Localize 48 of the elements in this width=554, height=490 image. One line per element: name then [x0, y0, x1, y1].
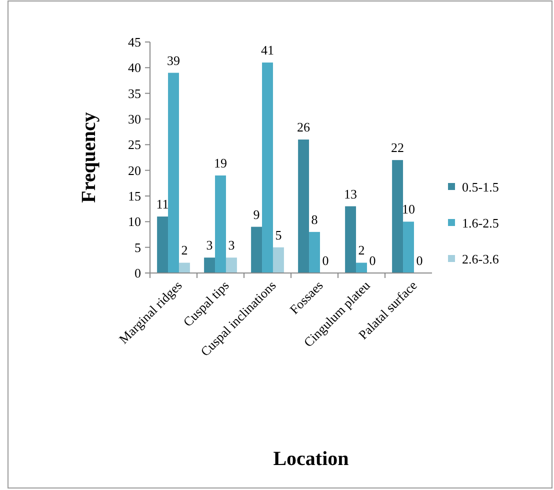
y-tick-label: 5 [134, 240, 141, 255]
data-label: 2 [358, 242, 365, 258]
y-tick-label: 25 [128, 137, 141, 152]
bar [204, 258, 216, 273]
x-axis-title: Location [273, 448, 349, 470]
bar [403, 222, 414, 273]
data-label: 0 [322, 253, 329, 268]
y-tick-label: 45 [128, 34, 141, 50]
data-label: 39 [167, 52, 180, 68]
y-tick-label: 30 [128, 112, 141, 127]
y-axis-title: Frequency [78, 112, 100, 203]
y-tick-label: 0 [134, 266, 141, 281]
data-label: 0 [416, 253, 423, 268]
data-label: 5 [275, 227, 282, 242]
data-label: 3 [206, 238, 213, 253]
data-label: 13 [344, 186, 358, 202]
y-tick-label: 15 [128, 188, 141, 204]
bar [345, 206, 356, 273]
bar [178, 262, 190, 273]
y-tick-label: 20 [128, 162, 141, 178]
bar [226, 258, 237, 273]
data-label: 41 [261, 42, 274, 58]
bar [157, 216, 168, 273]
y-tick-label: 40 [128, 60, 141, 76]
bar [309, 232, 320, 273]
data-label: 2 [181, 242, 188, 258]
y-tick-label: 10 [128, 214, 141, 230]
legend-label: 2.6-3.6 [462, 252, 500, 267]
data-label: 22 [391, 140, 404, 156]
data-label: 11 [156, 196, 169, 212]
bar [251, 226, 262, 273]
legend-label: 0.5-1.5 [462, 180, 499, 195]
data-label: 0 [369, 253, 376, 268]
bar [215, 175, 226, 273]
bar [272, 247, 284, 273]
bar [262, 62, 273, 273]
data-label: 9 [253, 206, 260, 222]
data-label: 26 [297, 120, 311, 135]
data-label: 19 [214, 155, 227, 170]
legend-label: 1.6-2.5 [462, 216, 499, 231]
bar [298, 140, 310, 273]
bar [356, 262, 367, 273]
bar [392, 160, 404, 273]
data-label: 3 [228, 238, 235, 253]
data-label: 8 [311, 212, 318, 227]
y-tick-label: 35 [128, 86, 141, 101]
bar [168, 72, 179, 273]
data-label: 10 [402, 202, 415, 217]
